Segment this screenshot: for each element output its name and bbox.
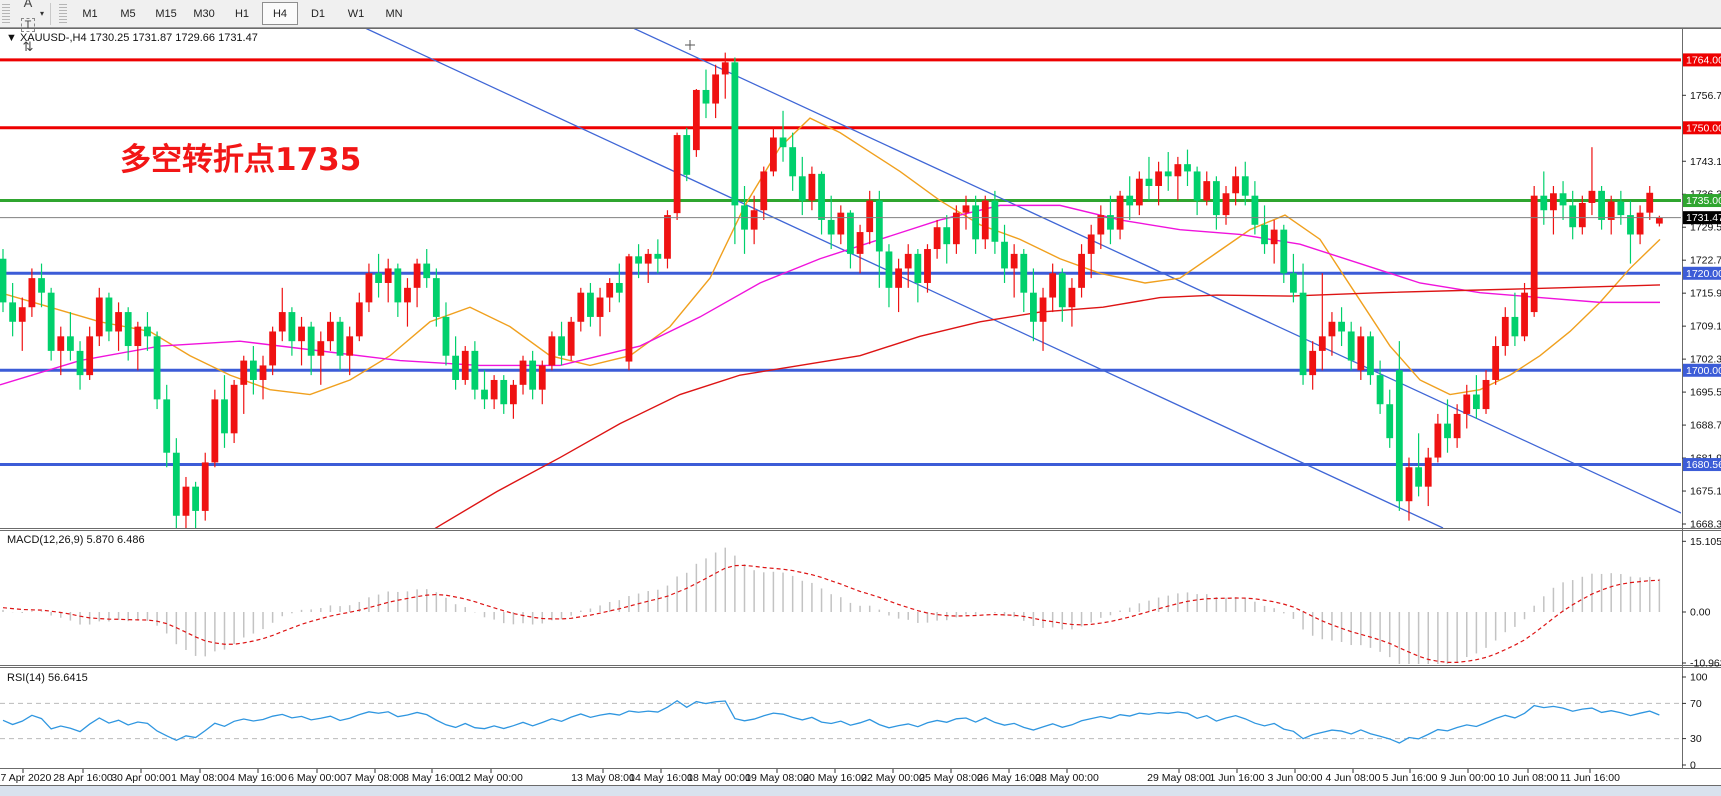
macd-panel	[2, 547, 1661, 664]
svg-text:1756.70: 1756.70	[1690, 90, 1721, 102]
svg-text:9 Jun 00:00: 9 Jun 00:00	[1441, 772, 1496, 784]
crosshair-cursor	[685, 40, 695, 50]
price-badge	[1683, 211, 1721, 225]
rsi-line	[2, 699, 1660, 744]
svg-text:30 Apr 00:00: 30 Apr 00:00	[111, 772, 171, 784]
svg-text:1 Jun 16:00: 1 Jun 16:00	[1210, 772, 1265, 784]
toolbar-grip-2[interactable]	[59, 3, 68, 24]
ma-medium-magenta	[0, 204, 1660, 386]
price-badge	[1683, 53, 1721, 67]
svg-text:1668.30: 1668.30	[1690, 519, 1721, 531]
macd-scale-label: -10.963	[1690, 658, 1721, 670]
line-study-tools: ⋮⋮FAT⇅	[14, 0, 42, 58]
svg-text:13 May 08:00: 13 May 08:00	[571, 772, 635, 784]
svg-text:1702.30: 1702.30	[1690, 354, 1721, 366]
text-label-tool-icon[interactable]: T	[16, 14, 40, 36]
timeframe-button-h4[interactable]: H4	[262, 2, 299, 25]
svg-text:1688.70: 1688.70	[1690, 420, 1721, 432]
main-chart-panel	[0, 29, 1681, 528]
timeframe-button-d1[interactable]: D1	[310, 7, 326, 20]
rsi-scale-label: 70	[1690, 698, 1702, 710]
ma-slow-red	[434, 284, 1661, 528]
price-badge	[1683, 266, 1721, 280]
timeframe-button-mn[interactable]: MN	[385, 7, 403, 20]
svg-text:1 May 08:00: 1 May 08:00	[171, 772, 229, 784]
svg-text:3 Jun 00:00: 3 Jun 00:00	[1268, 772, 1323, 784]
svg-text:1731.47: 1731.47	[1686, 212, 1721, 224]
rsi-panel	[0, 699, 1681, 744]
svg-text:20 May 16:00: 20 May 16:00	[803, 772, 867, 784]
svg-text:1743.10: 1743.10	[1690, 156, 1721, 168]
svg-text:1720.00: 1720.00	[1686, 268, 1721, 280]
timeframe-button-m15[interactable]: M15	[155, 7, 177, 20]
price-badge	[1683, 363, 1721, 377]
price-badge	[1683, 458, 1721, 472]
svg-text:11 Jun 16:00: 11 Jun 16:00	[1560, 772, 1620, 784]
svg-text:12 May 00:00: 12 May 00:00	[459, 772, 523, 784]
svg-text:5 Jun 16:00: 5 Jun 16:00	[1383, 772, 1438, 784]
timeframe-button-m30[interactable]: M30	[193, 7, 215, 20]
svg-text:18 May 00:00: 18 May 00:00	[687, 772, 751, 784]
svg-text:1675.10: 1675.10	[1690, 486, 1721, 498]
price-badge	[1683, 194, 1721, 208]
descending-trendline	[633, 29, 1681, 514]
svg-text:1729.50: 1729.50	[1690, 222, 1721, 234]
svg-text:10 Jun 08:00: 10 Jun 08:00	[1498, 772, 1559, 784]
macd-signal-line	[2, 564, 1660, 663]
toolbar-grip[interactable]	[2, 3, 10, 24]
price-scale[interactable]: 1756.701743.101736.301729.501722.701715.…	[1682, 53, 1721, 531]
svg-text:25 May 08:00: 25 May 08:00	[919, 772, 983, 784]
timeframe-button-m5[interactable]: M5	[120, 7, 136, 20]
timeframe-button-m1[interactable]: M1	[82, 7, 98, 20]
timeframe-toolbar: M1 M5 M15 M30 H1 H4 D1 W1 MN	[71, 2, 413, 25]
svg-text:1709.10: 1709.10	[1690, 321, 1721, 333]
svg-text:1722.70: 1722.70	[1690, 255, 1721, 267]
svg-text:4 Jun 08:00: 4 Jun 08:00	[1326, 772, 1381, 784]
svg-text:26 May 16:00: 26 May 16:00	[977, 772, 1041, 784]
timeframe-button-h1[interactable]: H1	[234, 7, 250, 20]
toolbar-separator	[50, 2, 52, 25]
timeframe-button-w1[interactable]: W1	[347, 7, 365, 20]
macd-scale-label: 0.00	[1690, 607, 1711, 619]
svg-text:7 May 08:00: 7 May 08:00	[346, 772, 404, 784]
svg-text:1764.00: 1764.00	[1686, 54, 1721, 66]
svg-text:28 Apr 16:00: 28 Apr 16:00	[53, 772, 113, 784]
svg-text:1750.00: 1750.00	[1686, 122, 1721, 134]
ma-fast-orange	[0, 117, 1661, 396]
svg-text:14 May 16:00: 14 May 16:00	[629, 772, 693, 784]
rsi-scale-label: 100	[1690, 672, 1708, 684]
svg-text:28 May 00:00: 28 May 00:00	[1035, 772, 1099, 784]
svg-text:29 May 08:00: 29 May 08:00	[1147, 772, 1211, 784]
descending-trendline	[365, 29, 1444, 528]
svg-text:4 May 16:00: 4 May 16:00	[229, 772, 287, 784]
price-badge	[1683, 121, 1721, 135]
arrow-tools-icon[interactable]: ⇅	[22, 38, 34, 54]
rsi-scale-label: 30	[1690, 733, 1702, 745]
svg-text:1715.90: 1715.90	[1690, 288, 1721, 300]
rsi-scale-label: 0	[1690, 760, 1696, 772]
svg-text:6 May 00:00: 6 May 00:00	[288, 772, 346, 784]
macd-scale-label: 15.105	[1690, 536, 1721, 548]
candlestick-series	[0, 52, 1663, 528]
svg-text:1695.50: 1695.50	[1690, 387, 1721, 399]
svg-text:1700.00: 1700.00	[1686, 365, 1721, 377]
svg-text:1680.56: 1680.56	[1686, 459, 1721, 471]
status-strip	[0, 786, 1721, 796]
svg-text:27 Apr 2020: 27 Apr 2020	[0, 772, 51, 784]
text-tool-icon[interactable]: A	[23, 0, 33, 10]
chevron-down-icon[interactable]: ▾	[40, 9, 45, 18]
svg-text:1735.00: 1735.00	[1686, 195, 1721, 207]
svg-text:8 May 16:00: 8 May 16:00	[403, 772, 461, 784]
svg-text:22 May 00:00: 22 May 00:00	[861, 772, 925, 784]
svg-text:19 May 08:00: 19 May 08:00	[745, 772, 809, 784]
